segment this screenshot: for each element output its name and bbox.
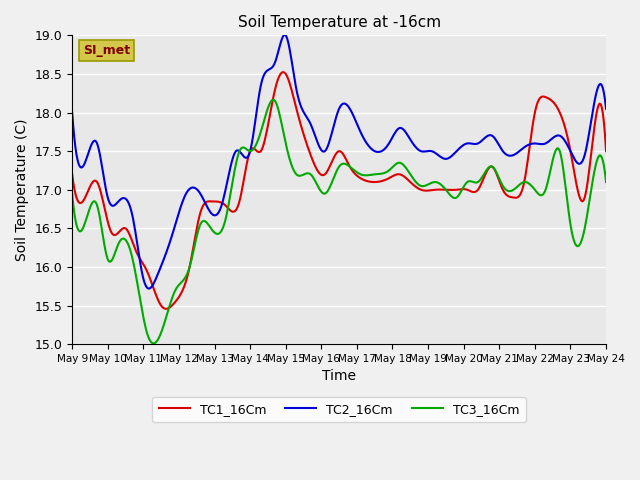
TC3_16Cm bbox=[602, 179, 610, 185]
Y-axis label: Soil Temperature (C): Soil Temperature (C) bbox=[15, 119, 29, 261]
TC3_16Cm bbox=[68, 191, 76, 196]
TC2_16Cm bbox=[359, 134, 367, 140]
TC1_16Cm bbox=[163, 306, 170, 312]
TC2_16Cm bbox=[145, 286, 153, 291]
Line: TC2_16Cm: TC2_16Cm bbox=[72, 35, 606, 288]
TC2_16Cm bbox=[591, 95, 599, 100]
TC1_16Cm bbox=[279, 69, 287, 75]
TC2_16Cm bbox=[388, 135, 396, 141]
TC1_16Cm bbox=[68, 171, 76, 177]
TC2_16Cm bbox=[324, 143, 332, 149]
TC1_16Cm bbox=[388, 174, 396, 180]
TC1_16Cm bbox=[324, 168, 332, 173]
TC3_16Cm bbox=[388, 165, 396, 170]
Line: TC3_16Cm: TC3_16Cm bbox=[72, 100, 606, 343]
TC1_16Cm bbox=[327, 161, 335, 167]
TC2_16Cm bbox=[508, 153, 516, 158]
TC3_16Cm bbox=[591, 164, 599, 169]
TC1_16Cm bbox=[359, 177, 367, 182]
TC3_16Cm bbox=[150, 340, 157, 346]
Title: Soil Temperature at -16cm: Soil Temperature at -16cm bbox=[237, 15, 441, 30]
Line: TC1_16Cm: TC1_16Cm bbox=[72, 72, 606, 309]
TC3_16Cm bbox=[359, 172, 367, 178]
TC1_16Cm bbox=[591, 118, 599, 123]
X-axis label: Time: Time bbox=[322, 370, 356, 384]
TC2_16Cm bbox=[281, 32, 289, 38]
TC3_16Cm bbox=[508, 188, 516, 193]
Text: SI_met: SI_met bbox=[83, 44, 130, 57]
TC3_16Cm bbox=[327, 181, 335, 187]
TC1_16Cm bbox=[508, 194, 516, 200]
TC2_16Cm bbox=[68, 109, 76, 115]
TC2_16Cm bbox=[327, 133, 335, 139]
TC2_16Cm bbox=[602, 106, 610, 111]
TC3_16Cm bbox=[324, 188, 332, 193]
TC1_16Cm bbox=[602, 148, 610, 154]
TC3_16Cm bbox=[269, 97, 277, 103]
Legend: TC1_16Cm, TC2_16Cm, TC3_16Cm: TC1_16Cm, TC2_16Cm, TC3_16Cm bbox=[152, 397, 525, 422]
